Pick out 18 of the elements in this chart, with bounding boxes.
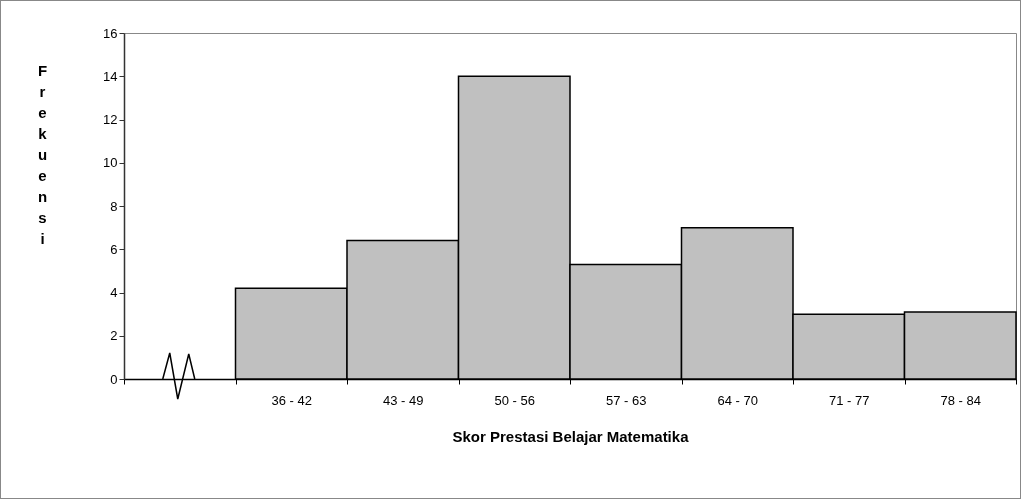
y-tick-label: 2 [110,328,118,344]
y-tick-label: 10 [103,155,118,171]
x-axis-title: Skor Prestasi Belajar Matematika [452,427,690,445]
x-tick-label: 78 - 84 [940,392,981,408]
text: Frekuensi [37,61,48,247]
y-tick-label: 4 [110,285,118,300]
x-tick-label: 36 - 42 [271,392,312,408]
y-tick-label: 0 [110,371,118,387]
y-tick-label: 8 [110,198,118,214]
x-tick-label: 50 - 56 [494,392,535,408]
x-tick-label: 64 - 70 [717,392,758,408]
y-tick-label: 6 [110,241,118,257]
y-tick-label: 12 [103,112,118,127]
y-tick-label: 16 [103,25,118,41]
x-tick-label: 43 - 49 [383,392,424,408]
y-tick-label: 14 [103,68,118,84]
x-tick-label: 57 - 63 [606,392,647,408]
x-tick-label: 71 - 77 [829,392,870,408]
